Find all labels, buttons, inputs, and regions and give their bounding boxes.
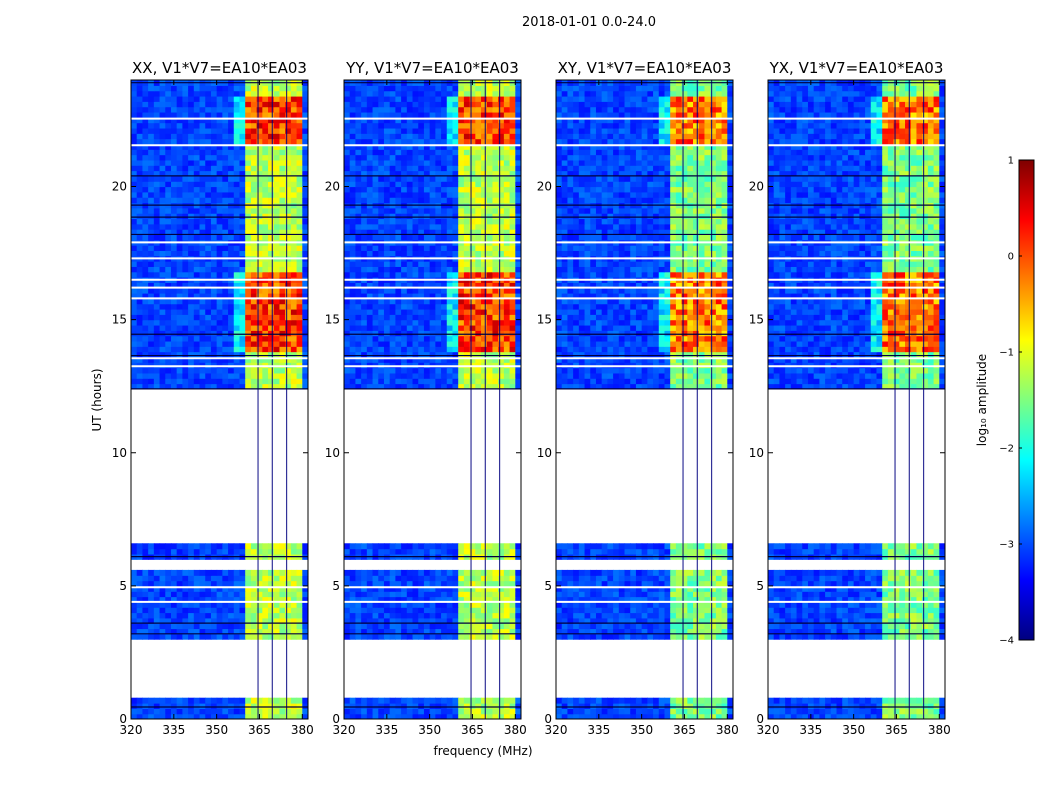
colorbar: 1 0 −1 −2 −3 −4 log₁₀ amplitude [975, 156, 1035, 647]
colorbar-tick-1: 0 [1008, 252, 1014, 263]
panel-0-ytick-2: 10 [112, 446, 127, 460]
panel-1-xtick-4: 380 [504, 723, 527, 737]
panel-1-ytick-1: 5 [332, 579, 340, 593]
panel-2-xtick-4: 380 [716, 723, 739, 737]
panels: XX, V1*V7=EA10*EA03 320 335 350 365 380 0 5 10 15… [112, 59, 951, 737]
panel-2-frame [555, 79, 734, 720]
panel-2-xtick-0: 320 [545, 723, 568, 737]
colorbar-tick-3: −2 [999, 444, 1014, 455]
panel-3-ytick-2: 10 [749, 446, 764, 460]
panel-1-xtick-1: 335 [375, 723, 398, 737]
panel-0-xtick-4: 380 [291, 723, 314, 737]
panel-2-ytick-4: 20 [537, 180, 552, 194]
colorbar-gradient [1018, 159, 1035, 641]
panel-0: XX, V1*V7=EA10*EA03 320 335 350 365 380 0 5 10 15… [112, 59, 314, 737]
panel-3-xtick-4: 380 [928, 723, 951, 737]
panel-1-frame [343, 79, 522, 720]
panel-0-heatmap [131, 80, 308, 719]
colorbar-label: log₁₀ amplitude [975, 354, 989, 446]
colorbar-tick-4: −3 [999, 540, 1014, 551]
panel-3-xtick-0: 320 [757, 723, 780, 737]
panel-3-ytick-1: 5 [756, 579, 764, 593]
panel-3-ytick-4: 20 [749, 180, 764, 194]
figure-suptitle: 2018-01-01 0.0-24.0 [522, 15, 656, 30]
panel-1-xtick-2: 350 [418, 723, 441, 737]
y-axis-label: UT (hours) [90, 368, 104, 431]
panel-2-ytick-0: 0 [544, 712, 552, 726]
panel-2-heatmap [556, 80, 733, 719]
panel-3-ytick-3: 15 [749, 313, 764, 327]
panel-1-ytick-0: 0 [332, 712, 340, 726]
panel-1-xtick-0: 320 [333, 723, 356, 737]
panel-3-xtick-3: 365 [885, 723, 908, 737]
panel-0-frame [130, 79, 309, 720]
panel-3-xtick-1: 335 [799, 723, 822, 737]
panel-3: YX, V1*V7=EA10*EA03 320 335 350 365 380 0 5 10 15… [749, 59, 951, 737]
panel-1: YY, V1*V7=EA10*EA03 320 335 350 365 380 0 5 10 15… [325, 59, 527, 737]
panel-0-ytick-3: 15 [112, 313, 127, 327]
panel-0-title: XX, V1*V7=EA10*EA03 [132, 59, 307, 77]
panel-1-xtick-3: 365 [461, 723, 484, 737]
panel-3-ytick-0: 0 [756, 712, 764, 726]
panel-2-ytick-1: 5 [544, 579, 552, 593]
panel-1-title: YY, V1*V7=EA10*EA03 [345, 59, 519, 77]
panel-2-ytick-3: 15 [537, 313, 552, 327]
panel-2-xtick-2: 350 [630, 723, 653, 737]
colorbar-tick-5: −4 [999, 636, 1014, 647]
panel-3-xtick-2: 350 [842, 723, 865, 737]
panel-0-xtick-1: 335 [162, 723, 185, 737]
panel-0-ytick-0: 0 [119, 712, 127, 726]
panel-0-xtick-3: 365 [248, 723, 271, 737]
panel-3-frame [767, 79, 946, 720]
panel-3-title: YX, V1*V7=EA10*EA03 [769, 59, 944, 77]
panel-1-ytick-4: 20 [325, 180, 340, 194]
panel-2-xtick-3: 365 [673, 723, 696, 737]
panel-0-xtick-0: 320 [120, 723, 143, 737]
panel-2-xtick-1: 335 [587, 723, 610, 737]
panel-1-ytick-3: 15 [325, 313, 340, 327]
panel-2-ytick-2: 10 [537, 446, 552, 460]
panel-0-xtick-2: 350 [205, 723, 228, 737]
panel-1-heatmap [344, 80, 521, 719]
panel-2: XY, V1*V7=EA10*EA03 320 335 350 365 380 0 5 10 15… [537, 59, 739, 737]
panel-0-ytick-1: 5 [119, 579, 127, 593]
colorbar-tick-0: 1 [1008, 156, 1014, 167]
panel-1-ytick-2: 10 [325, 446, 340, 460]
x-axis-label: frequency (MHz) [433, 744, 532, 758]
colorbar-tick-2: −1 [999, 348, 1014, 359]
panel-3-heatmap [768, 80, 945, 719]
panel-0-ytick-4: 20 [112, 180, 127, 194]
panel-2-title: XY, V1*V7=EA10*EA03 [558, 59, 732, 77]
